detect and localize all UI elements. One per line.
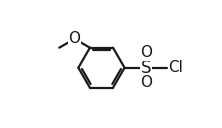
- Text: O: O: [140, 75, 152, 90]
- Text: Cl: Cl: [168, 60, 183, 75]
- Text: O: O: [69, 31, 81, 46]
- Text: S: S: [141, 59, 151, 77]
- Text: O: O: [140, 45, 152, 60]
